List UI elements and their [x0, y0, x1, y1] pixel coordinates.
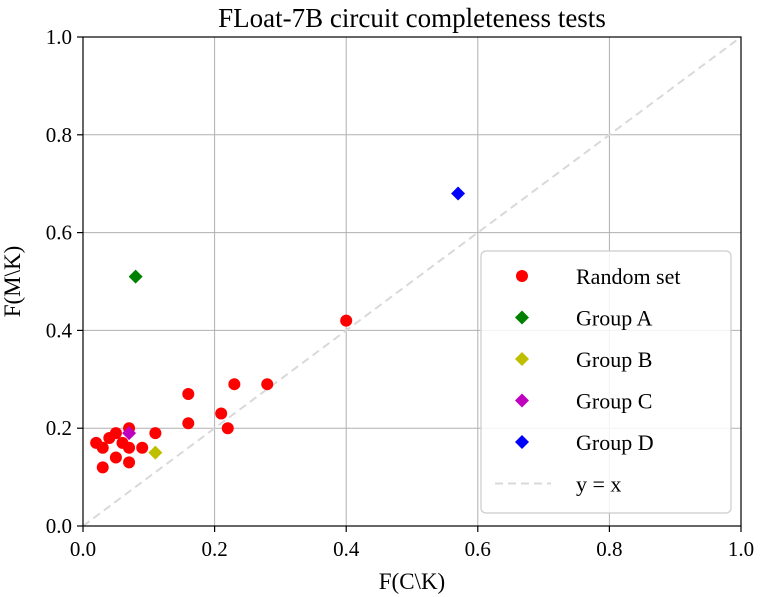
legend-marker-group-d [515, 435, 529, 449]
random-set-point [123, 441, 136, 454]
random-set-point [182, 387, 195, 400]
random-set-point [261, 378, 274, 391]
y-tick-label: 0.8 [46, 123, 72, 147]
legend-label-random-set: Random set [576, 264, 681, 289]
random-set-point [96, 461, 109, 474]
legend: Random set Group A Group B Group C Group D y … [480, 250, 732, 514]
legend-marker-group-a [515, 310, 529, 325]
y-tick-label: 0.6 [46, 221, 72, 245]
legend-label-y-x: y = x [576, 472, 621, 497]
group-c-point [122, 426, 137, 441]
axis-ticks: 0.0 0.2 0.4 0.6 0.8 1.0 0.0 0.2 0.4 0.6 0.8 1.0 [46, 25, 754, 561]
random-set-point [136, 441, 149, 454]
x-tick-label: 0.8 [596, 537, 622, 561]
y-tick-label: 0.4 [46, 318, 73, 342]
legend-label-group-a: Group A [576, 306, 653, 331]
x-tick-label: 1.0 [728, 537, 754, 561]
y-tick-label: 0.0 [46, 514, 72, 538]
x-tick-label: 0.6 [465, 537, 491, 561]
legend-label-group-b: Group B [576, 347, 652, 372]
random-set-point [221, 422, 234, 435]
group-b-point [148, 445, 163, 460]
random-set-point [109, 451, 122, 464]
legend-marker-group-c [515, 393, 529, 408]
random-set-point [109, 427, 122, 440]
random-set-point [228, 378, 241, 391]
x-tick-label: 0.4 [333, 537, 360, 561]
random-set-point [149, 427, 162, 440]
random-set-point [340, 314, 353, 327]
data-points [90, 186, 466, 474]
random-set-point [96, 441, 109, 454]
legend-label-group-c: Group C [576, 389, 652, 414]
group-d-point [451, 186, 466, 201]
legend-marker-group-b [515, 352, 529, 366]
legend-label-group-d: Group D [576, 430, 654, 455]
random-set-point [182, 417, 195, 430]
reference-line-y-equals-x [82, 36, 742, 527]
y-tick-label: 0.2 [46, 416, 72, 440]
legend-marker-random-set [516, 270, 528, 282]
y-tick-label: 1.0 [46, 25, 72, 49]
plot-frame [82, 36, 742, 527]
group-a-point [128, 269, 143, 284]
chart-title: FLoat-7B circuit completeness tests [218, 3, 606, 33]
random-set-point [215, 407, 228, 420]
random-set-point [123, 456, 136, 469]
x-tick-label: 0.2 [201, 537, 227, 561]
reference-line-layer [82, 36, 742, 527]
x-axis-label: F(C\K) [379, 569, 445, 594]
legend-box [480, 250, 732, 514]
y-axis-label: F(M\K) [0, 246, 25, 318]
x-tick-label: 0.0 [70, 537, 96, 561]
